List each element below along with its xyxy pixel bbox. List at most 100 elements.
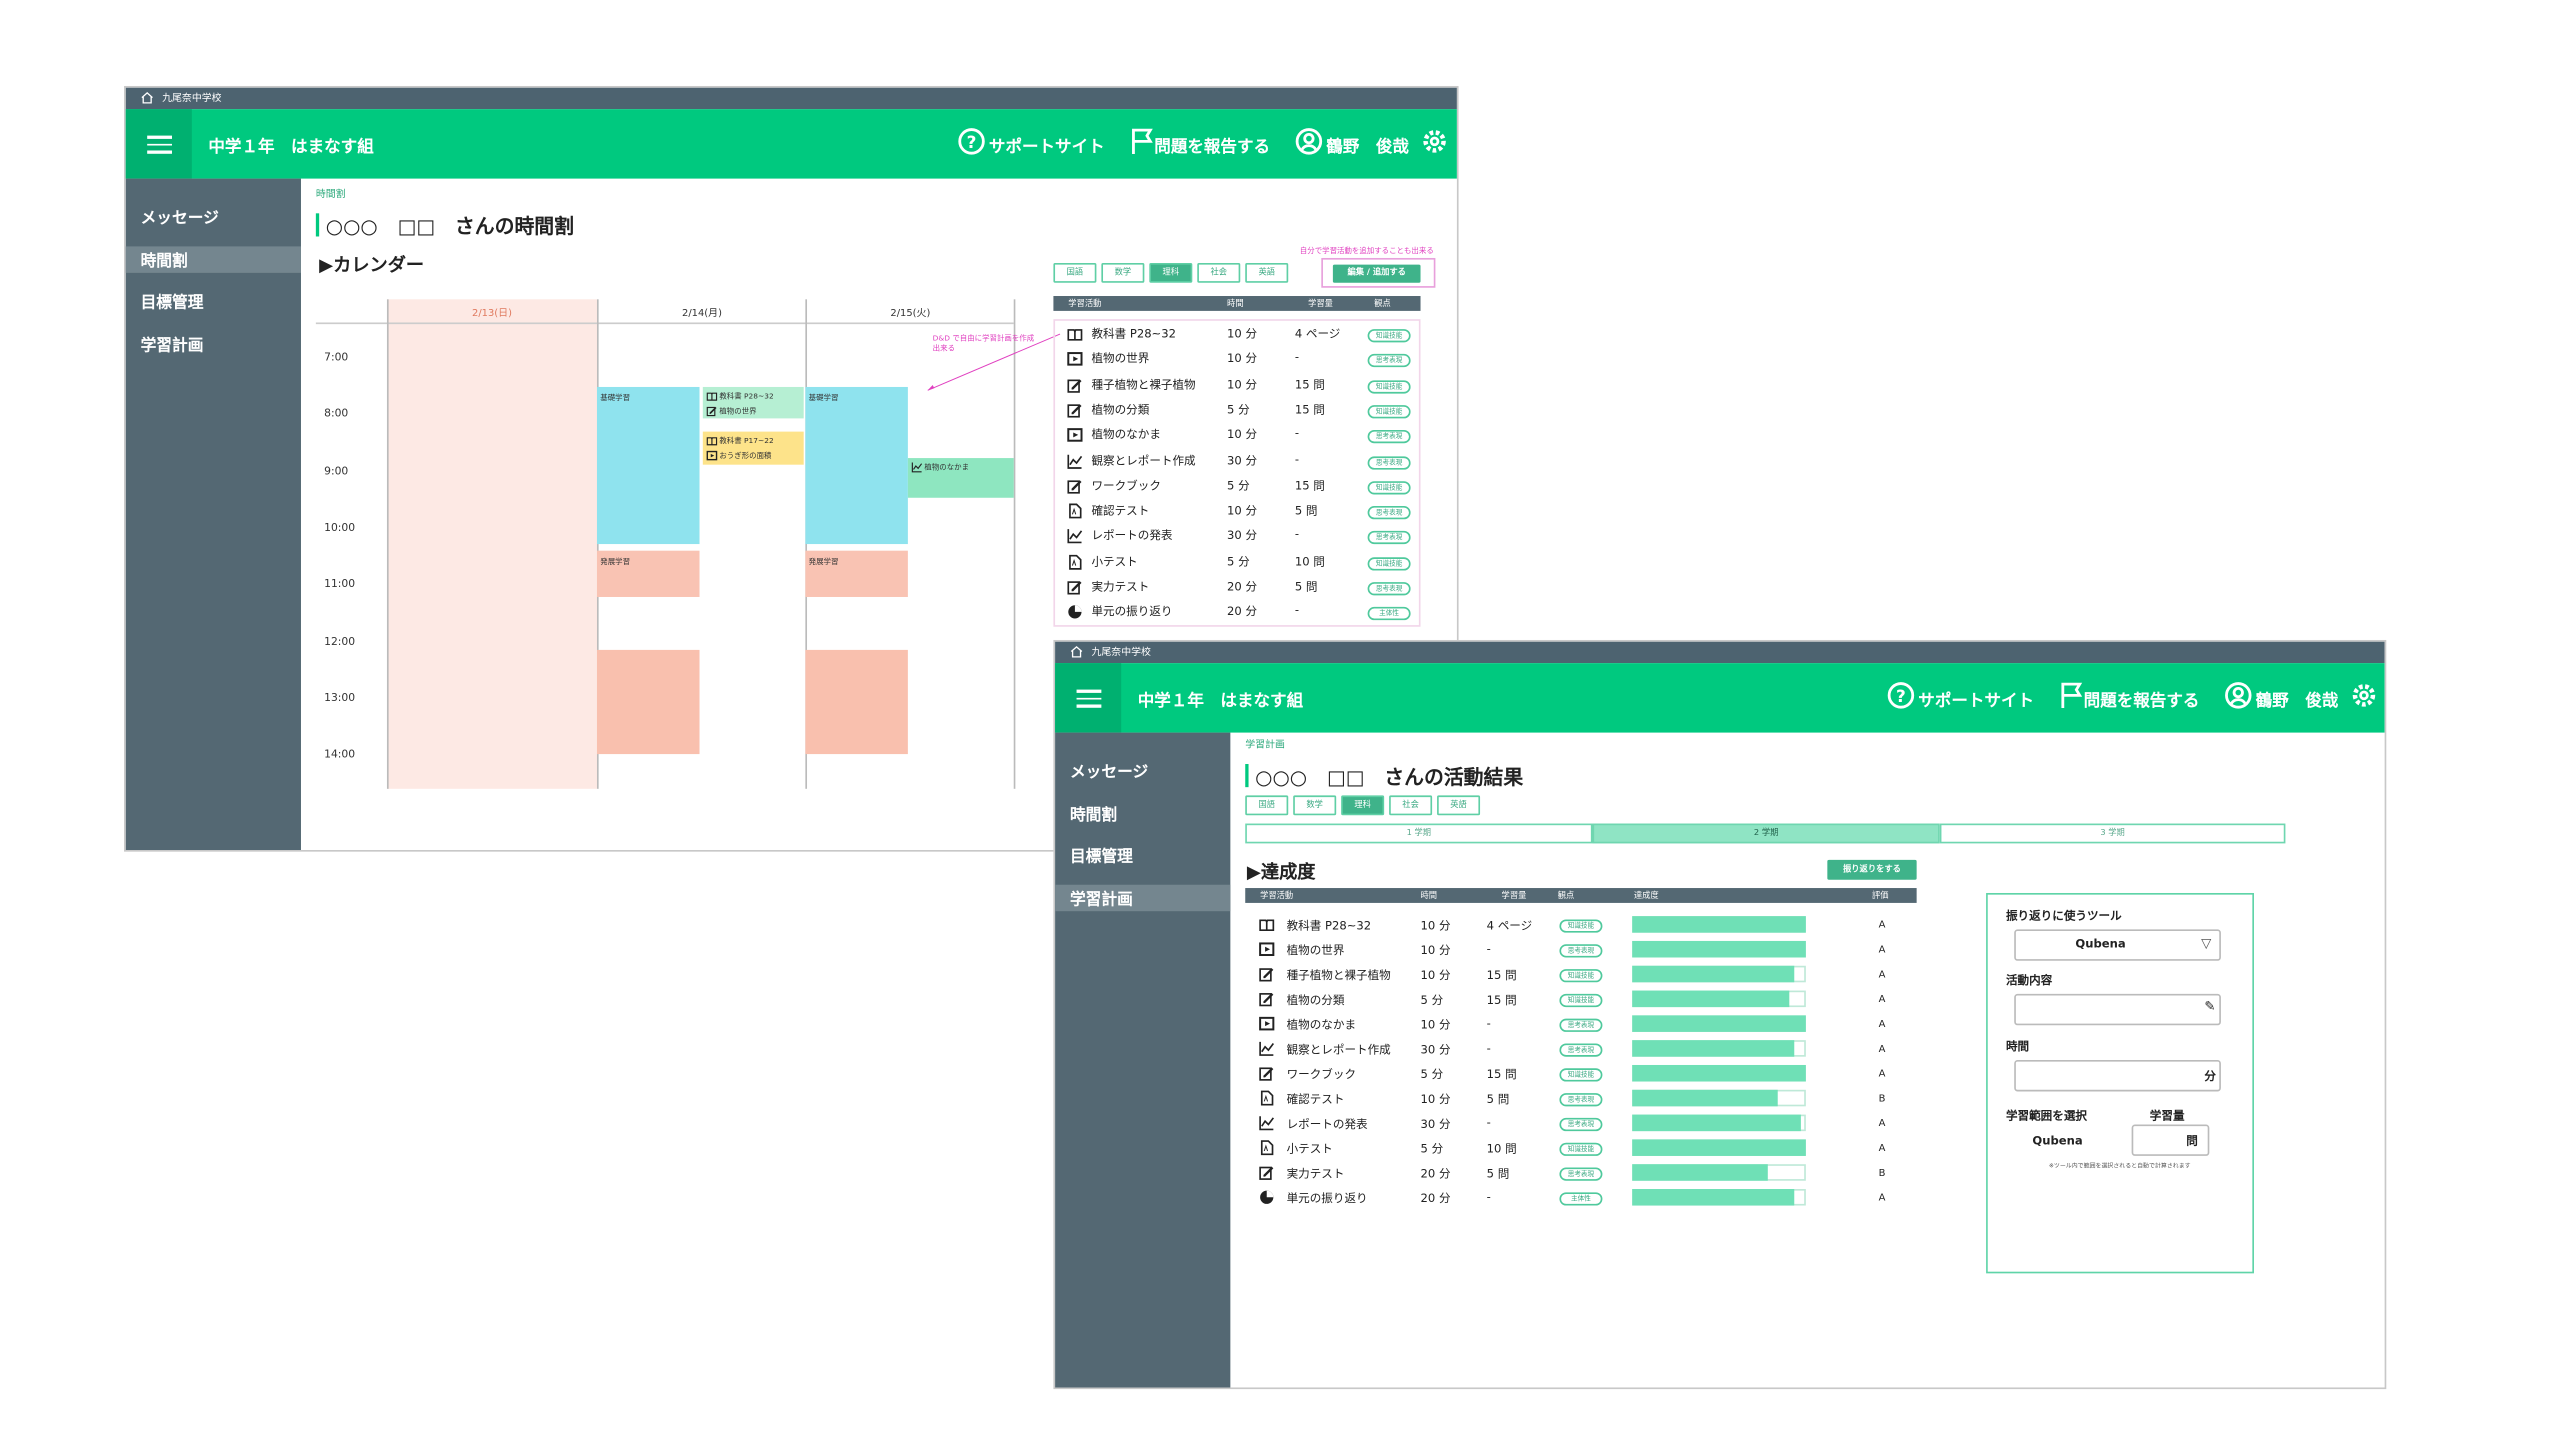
header-link[interactable]: 鶴野 俊哉: [2255, 692, 2339, 712]
event-label: 植物のなかま: [924, 464, 970, 473]
activity-name: 小テスト: [1286, 1142, 1333, 1156]
grade: B: [1878, 1093, 1886, 1105]
sidebar-item[interactable]: メッセージ: [140, 210, 219, 229]
sidebar-item[interactable]: 時間割: [140, 253, 188, 272]
subject-tab[interactable]: 社会: [1389, 795, 1433, 816]
reflect-button[interactable]: 振り返りをする: [1827, 859, 1917, 880]
activity-time: 5 分: [1227, 479, 1250, 493]
subject-tab[interactable]: 英語: [1437, 795, 1481, 816]
subject-tab[interactable]: 英語: [1245, 262, 1289, 283]
activity-time: 10 分: [1227, 428, 1258, 442]
select-arrow: ▽: [2201, 935, 2212, 951]
content-input[interactable]: ✎: [2014, 993, 2221, 1026]
activity-amount: 4 ページ: [1486, 919, 1533, 933]
activity-name: 植物の分類: [1091, 403, 1150, 417]
achievement-track: [1632, 1015, 1807, 1033]
sidebar-item[interactable]: 目標管理: [1069, 848, 1133, 867]
grade: A: [1878, 944, 1886, 956]
achievement-bar: [1632, 990, 1789, 1008]
subject-tab[interactable]: 国語: [1245, 795, 1289, 816]
edit-button[interactable]: 編集 / 追加する: [1332, 264, 1421, 283]
icon: [1069, 503, 1082, 519]
achievement-bar: [1632, 1189, 1795, 1206]
table-header-cell: 時間: [1227, 299, 1244, 310]
subject-tab[interactable]: 数学: [1293, 795, 1337, 816]
icon: [1067, 428, 1083, 443]
table-header-cell: 学習活動: [1260, 891, 1294, 902]
grade: A: [1878, 993, 1886, 1006]
subject-tab[interactable]: 理科: [1341, 795, 1385, 816]
tool-select[interactable]: Qubena ▽: [2014, 929, 2221, 961]
event-label: 発展学習: [600, 558, 631, 568]
activity-amount: -: [1294, 604, 1300, 618]
activity-amount: 5 問: [1294, 580, 1318, 594]
viewpoint-tag: 思考表現: [1559, 1167, 1603, 1181]
activity-amount: 4 ページ: [1294, 327, 1341, 341]
achievement-bar: [1632, 1040, 1795, 1058]
grade: A: [1878, 969, 1886, 981]
activity-time: 5 分: [1420, 993, 1444, 1008]
sidebar-item[interactable]: メッセージ: [1069, 764, 1149, 783]
achievement-track: [1632, 1164, 1806, 1182]
time-input[interactable]: 分: [2014, 1060, 2221, 1092]
icon: [1067, 480, 1082, 494]
header-link[interactable]: サポートサイト: [1918, 692, 2035, 712]
subject-tab[interactable]: 数学: [1101, 262, 1145, 283]
icon: [706, 406, 717, 417]
term-tab[interactable]: 1 学期: [1245, 823, 1593, 844]
activity-amount: -: [1486, 1041, 1491, 1056]
table-header-cell: 観点: [1557, 891, 1575, 902]
activity-time: 5 分: [1420, 1068, 1444, 1082]
achievement-bar: [1632, 1065, 1807, 1082]
subject-tab[interactable]: 国語: [1053, 262, 1097, 283]
event-label: 教科書 P28~32: [719, 393, 774, 402]
sidebar-item[interactable]: 学習計画: [140, 337, 204, 356]
header-link[interactable]: 問題を報告する: [2083, 692, 2200, 712]
achievement-bar: [1632, 1164, 1768, 1182]
term-tab[interactable]: 3 学期: [1939, 823, 2286, 844]
grade: A: [1878, 1192, 1886, 1204]
activity-amount: 5 問: [1486, 1167, 1510, 1181]
calendar-header-line: [315, 322, 1014, 325]
header-link[interactable]: 鶴野 俊哉: [1326, 138, 1409, 158]
form-label: 活動内容: [2005, 974, 2053, 988]
subject-tab[interactable]: 社会: [1197, 262, 1241, 283]
sidebar: メッセージ時間割目標管理学習計画: [1055, 732, 1231, 1388]
range-tool: Qubena: [2032, 1134, 2083, 1148]
activity-amount: -: [1486, 1190, 1491, 1204]
sidebar-item[interactable]: 学習計画: [1069, 891, 1133, 910]
activity-name: 確認テスト: [1091, 504, 1150, 518]
term-tab[interactable]: 2 学期: [1592, 823, 1940, 844]
grade: A: [1878, 1117, 1886, 1130]
amount-input[interactable]: 問: [2131, 1124, 2210, 1156]
achievement-track: [1632, 916, 1807, 934]
icon: [1259, 1166, 1274, 1180]
subject-tab[interactable]: 理科: [1149, 262, 1193, 283]
header-link[interactable]: サポートサイト: [988, 138, 1105, 158]
viewpoint-tag: 思考表現: [1559, 944, 1603, 958]
sidebar-item[interactable]: 時間割: [1069, 807, 1118, 826]
holiday-column: [386, 299, 597, 789]
icon: [141, 92, 153, 104]
icon: [1068, 605, 1082, 619]
activity-amount: 5 問: [1294, 504, 1318, 518]
table-header-cell: 時間: [1420, 891, 1438, 902]
icon: ?: [1887, 682, 1915, 709]
tool-value: Qubena: [2075, 937, 2126, 951]
header-link[interactable]: 問題を報告する: [1154, 138, 1271, 158]
icon: [1259, 1067, 1274, 1081]
menu-button[interactable]: [1055, 663, 1122, 733]
sidebar-item[interactable]: 目標管理: [140, 294, 204, 313]
viewpoint-tag: 思考表現: [1559, 1093, 1603, 1107]
calendar-event: 基礎学習: [596, 386, 700, 545]
activity-time: 30 分: [1227, 529, 1258, 544]
icon: [1259, 942, 1275, 957]
menu-line: [147, 135, 172, 139]
icon: [1259, 968, 1274, 982]
viewpoint-tag: 知識技能: [1559, 1142, 1603, 1156]
section-title: ▶達成度: [1246, 861, 1316, 884]
menu-button[interactable]: [125, 109, 192, 179]
activity-time: 10 分: [1227, 504, 1258, 518]
viewpoint-tag: 思考表現: [1559, 1043, 1603, 1057]
